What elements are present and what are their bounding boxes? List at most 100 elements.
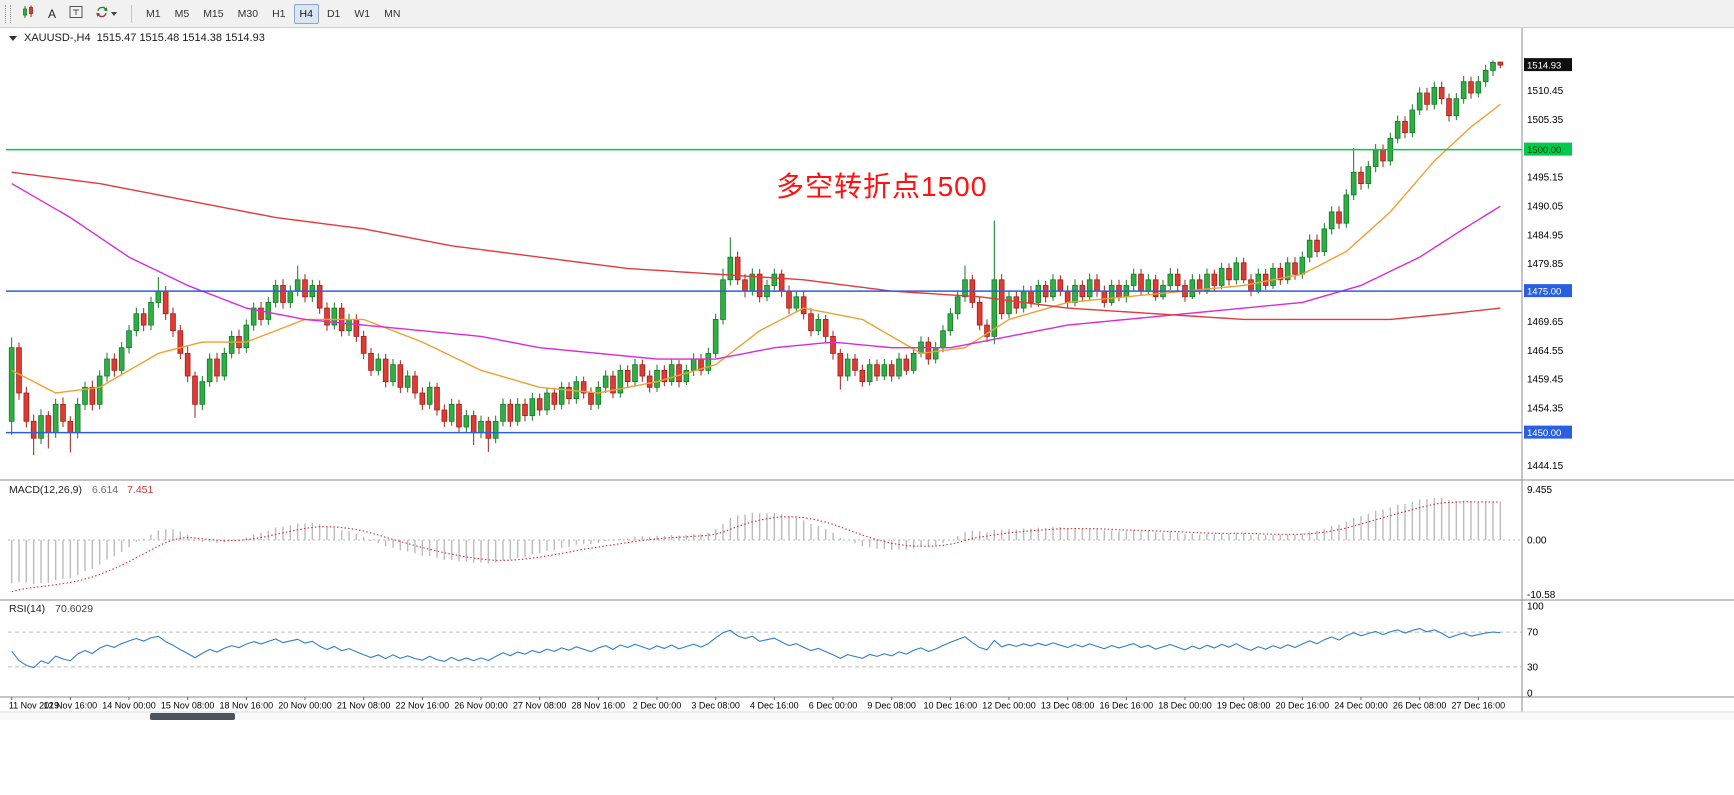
time-label: 11 Nov 2019 xyxy=(9,701,59,711)
candle-body xyxy=(888,364,895,377)
chart-header: XAUUSD-,H4 1515.47 1515.48 1514.38 1514.… xyxy=(9,32,265,44)
time-scale-area[interactable] xyxy=(0,697,1734,713)
hline-badge-label: 1475.00 xyxy=(1527,287,1561,298)
cursor-a-tool-button[interactable]: A xyxy=(40,3,64,25)
macd-name-label: MACD(12,26,9) xyxy=(9,484,82,496)
toolbar-grip[interactable] xyxy=(5,4,11,23)
time-label: 2 Dec 00:00 xyxy=(633,701,682,711)
chart-type-button[interactable] xyxy=(16,3,40,25)
hscroll-thumb[interactable] xyxy=(150,713,235,720)
timeframe-w1-button[interactable]: W1 xyxy=(348,4,376,24)
macd-signal-line xyxy=(11,501,1501,593)
hline-badge-label: 1450.00 xyxy=(1527,428,1561,439)
candle xyxy=(111,353,118,377)
candle xyxy=(8,337,15,435)
candle xyxy=(104,352,110,382)
macd-signal-value: 7.451 xyxy=(127,484,154,496)
candle xyxy=(485,416,492,452)
candle xyxy=(1446,93,1452,122)
candle xyxy=(38,409,44,444)
refresh-dropdown-button[interactable] xyxy=(88,3,124,25)
candle-body xyxy=(302,279,308,298)
candle xyxy=(316,280,323,314)
candle-body xyxy=(808,313,814,332)
candle xyxy=(243,319,250,353)
candle-body xyxy=(1380,149,1386,162)
candle-body xyxy=(1314,239,1320,252)
candle xyxy=(1497,61,1504,69)
text-annotation[interactable]: 多空转折点1500 xyxy=(776,171,988,202)
candle-body xyxy=(287,290,294,303)
time-label: 12 Nov 16:00 xyxy=(44,701,98,711)
candle xyxy=(199,376,206,410)
candle-body xyxy=(448,403,455,422)
candle xyxy=(1475,76,1482,98)
candle xyxy=(793,291,800,313)
candle-body xyxy=(133,313,140,332)
candle-body xyxy=(1028,290,1034,303)
text-tool-button[interactable] xyxy=(64,3,88,25)
timeframe-mn-button[interactable]: MN xyxy=(378,4,406,24)
candle-body xyxy=(492,420,499,439)
candle xyxy=(514,398,521,426)
candle-body xyxy=(837,352,844,377)
candle-body xyxy=(507,403,514,422)
candle-body xyxy=(1277,268,1284,281)
candle-body xyxy=(566,386,572,400)
candle xyxy=(1402,116,1408,139)
timeframe-h4-button[interactable]: H4 xyxy=(293,3,319,24)
candle xyxy=(456,399,462,433)
candle-body xyxy=(646,375,653,388)
timeframe-m5-button[interactable]: M5 xyxy=(169,4,196,24)
candle-body xyxy=(74,403,81,434)
candle-body xyxy=(1270,268,1276,286)
candle xyxy=(654,364,660,392)
time-label: 14 Nov 00:00 xyxy=(102,701,156,711)
current-price-label: 1514.93 xyxy=(1527,61,1561,72)
candle-body xyxy=(1211,273,1218,286)
timeframe-m15-button[interactable]: M15 xyxy=(197,4,229,24)
candle-body xyxy=(1167,273,1174,286)
candle-body xyxy=(1035,285,1042,303)
candle xyxy=(1152,274,1159,301)
candle-body xyxy=(67,420,74,434)
candle xyxy=(184,346,191,383)
candle-body xyxy=(815,319,822,332)
candle xyxy=(280,279,286,309)
candle-body xyxy=(1475,81,1482,94)
top-toolbar: A M1 M5 M15 M30 H1 xyxy=(0,0,1734,28)
time-label: 26 Nov 00:00 xyxy=(454,701,508,711)
candle xyxy=(720,268,726,325)
candle xyxy=(815,313,822,336)
candle xyxy=(60,397,66,427)
timeframe-d1-button[interactable]: D1 xyxy=(321,4,346,24)
candle xyxy=(1277,262,1284,285)
candle-body xyxy=(23,392,30,422)
candle-body xyxy=(1240,262,1247,281)
candle-body xyxy=(852,358,858,371)
candle-body xyxy=(800,296,807,315)
candle xyxy=(419,387,426,410)
red-ma-line xyxy=(11,171,1501,321)
candle-body xyxy=(1468,81,1474,94)
candle-body xyxy=(881,364,888,377)
candle-body xyxy=(177,330,184,354)
candle xyxy=(866,359,873,386)
candle-body xyxy=(324,307,330,326)
rsi-name-label: RSI(14) xyxy=(9,603,46,615)
timeframe-group: M1 M5 M15 M30 H1 H4 D1 W1 MN xyxy=(139,3,407,24)
candle xyxy=(1035,279,1042,307)
candle-body xyxy=(690,358,697,371)
candle xyxy=(536,393,543,416)
candle-body xyxy=(1416,92,1423,111)
timeframe-m30-button[interactable]: M30 xyxy=(232,4,264,24)
candle xyxy=(426,381,433,409)
timeframe-m1-button[interactable]: M1 xyxy=(140,4,167,24)
timeframe-h1-button[interactable]: H1 xyxy=(266,4,291,24)
candle-body xyxy=(544,392,550,411)
candle-body xyxy=(104,358,110,377)
candle xyxy=(302,274,308,303)
candle-body xyxy=(822,319,829,337)
price-scale-area[interactable] xyxy=(1523,28,1734,697)
